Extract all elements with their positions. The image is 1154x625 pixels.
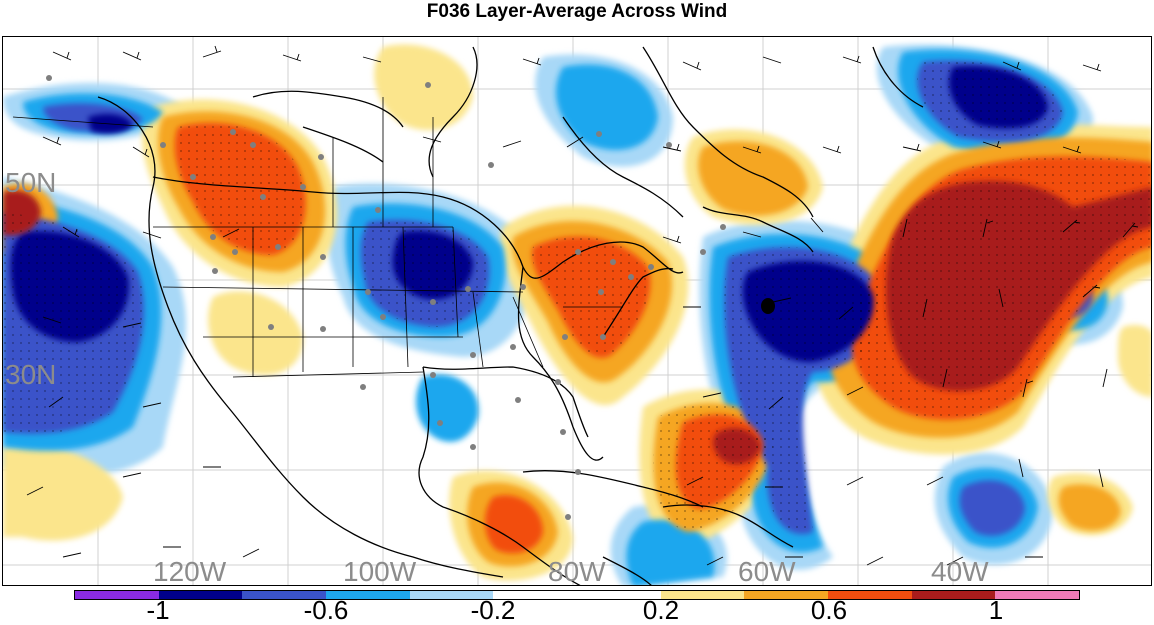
coastlines	[97, 46, 924, 585]
lon-label-60w: 60W	[738, 556, 796, 586]
colorbar-cell	[828, 591, 912, 599]
lon-label-100w: 100W	[343, 556, 417, 586]
lon-label-120w: 120W	[153, 556, 227, 586]
colorbar-cell	[409, 591, 494, 599]
colorbar-cell	[660, 591, 745, 599]
wind-barbs	[26, 45, 1139, 566]
page-title: F036 Layer-Average Across Wind	[426, 1, 728, 22]
weather-map	[3, 37, 1151, 585]
colorbar-tick-neg02: -0.2	[470, 595, 516, 625]
lon-label-80w: 80W	[548, 556, 606, 586]
lat-label-30n: 30N	[5, 359, 57, 390]
colorbar-cell	[158, 591, 243, 599]
state-borders	[12, 97, 623, 378]
colorbar-cell	[493, 591, 578, 599]
colorbar-cell	[326, 591, 410, 599]
colorbar-tick-02: 0.2	[642, 595, 680, 625]
colorbar	[74, 590, 1080, 600]
colorbar-cell	[577, 591, 661, 599]
stipple-overlay	[3, 60, 1151, 535]
colorbar-cell	[242, 591, 327, 599]
colorbar-tick-06: 0.6	[810, 595, 848, 625]
colorbar-tick-1: 1	[988, 595, 1004, 625]
colorbar-cell	[911, 591, 996, 599]
lat-label-50n: 50N	[5, 167, 57, 198]
colorbar-cell	[995, 591, 1080, 599]
colorbar-cell	[744, 591, 829, 599]
storm-center-marker	[761, 298, 775, 314]
observation-dots	[46, 75, 726, 520]
colorbar-tick-neg06: -0.6	[303, 595, 349, 625]
map-panel: 50N 30N 120W 100W 80W 60W 40W	[2, 36, 1152, 586]
colorbar-cell	[75, 591, 159, 599]
lon-label-40w: 40W	[931, 556, 989, 586]
colorbar-tick-neg1: -1	[146, 595, 170, 625]
